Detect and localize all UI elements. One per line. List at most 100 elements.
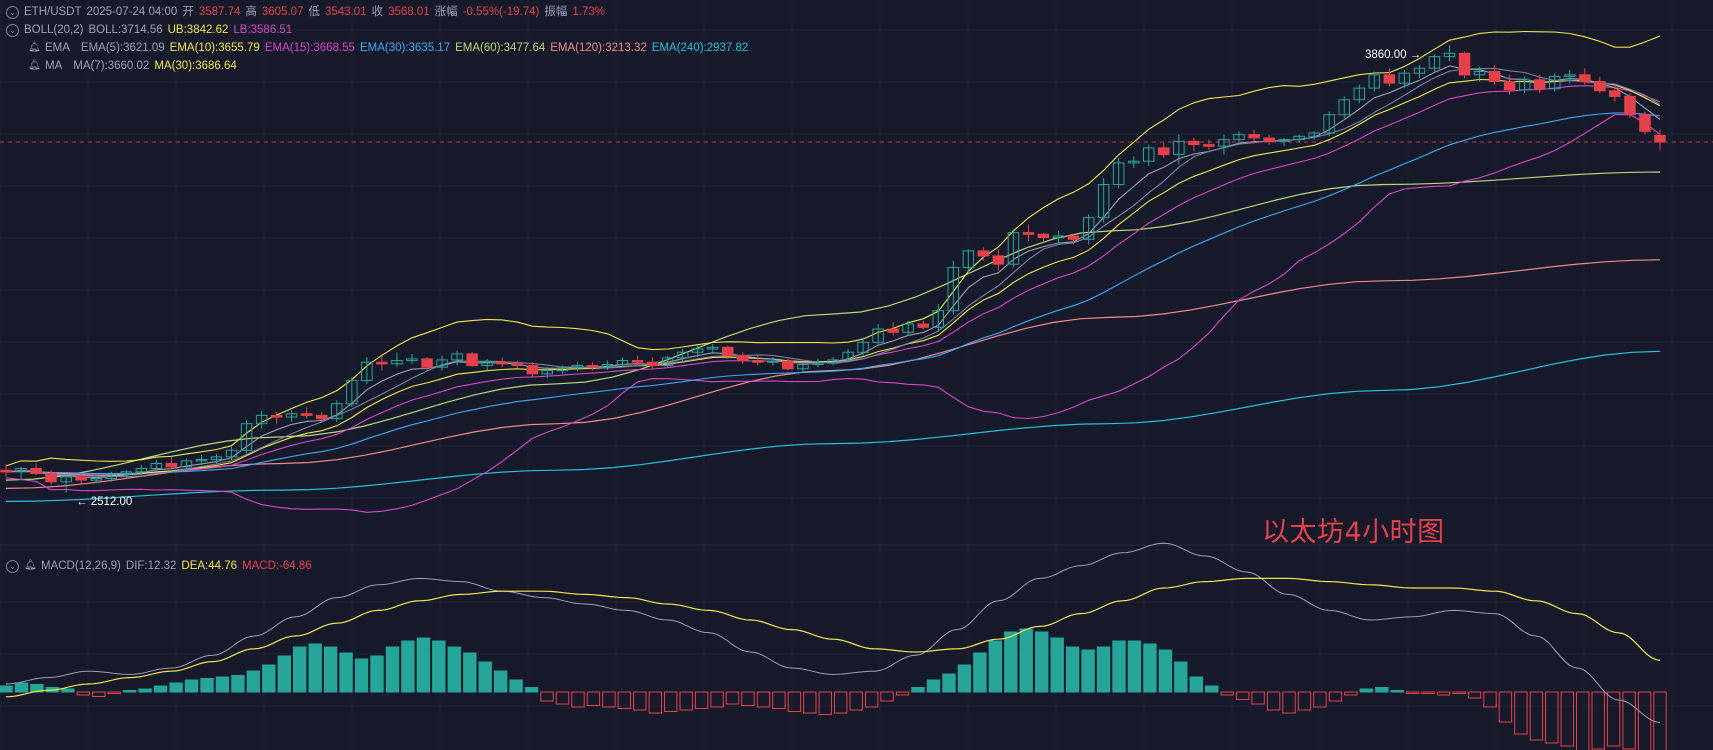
boll-upper-line	[5, 30, 1661, 467]
close-label: 收	[371, 6, 384, 18]
candle-down	[1594, 81, 1606, 92]
macd-bar-positive	[416, 637, 431, 693]
collapse-icon[interactable]: ⌄	[6, 23, 19, 37]
macd-bar-negative	[803, 691, 817, 714]
collapse-icon[interactable]: ⌄	[6, 559, 19, 573]
macd-bar-positive	[30, 684, 44, 693]
macd-bar-positive	[293, 646, 307, 693]
candle-down	[631, 360, 644, 363]
candle-up	[556, 367, 569, 372]
macd-bar-positive	[988, 640, 1002, 693]
dif-line	[5, 542, 1661, 723]
macd-bar-negative	[1452, 691, 1466, 694]
candle-up	[1398, 72, 1411, 84]
macd-bar-positive	[432, 640, 446, 693]
arrow-right-icon: →	[1409, 49, 1422, 61]
macd-bar-positive	[138, 688, 152, 693]
ema-5: EMA(5):3621.09	[80, 42, 165, 54]
ma-7: MA(7):3660.02	[73, 60, 150, 72]
collapse-icon[interactable]: ⌄	[6, 5, 19, 19]
candle-up	[706, 346, 719, 350]
candle-down	[45, 473, 57, 483]
candle-up	[797, 364, 809, 370]
candle-down	[1579, 74, 1591, 82]
boll-ub: UB:3842.62	[167, 24, 229, 36]
candle-down	[887, 328, 899, 333]
macd-bar-negative	[710, 691, 724, 708]
ma-name: MA	[45, 60, 63, 72]
candle-up	[1368, 74, 1380, 89]
macd-bar-negative	[1236, 691, 1250, 700]
candle-up	[225, 449, 238, 458]
macd-bar-positive	[215, 676, 230, 693]
macd-bar-negative	[849, 691, 863, 711]
boll-legend: ⌄ BOLL(20,2) BOLL:3714.56 UB:3842.62 LB:…	[6, 21, 292, 39]
macd-legend: ⌄ 🔔︎ MACD(12,26,9) DIF:12.32 DEA:44.76 M…	[6, 557, 312, 575]
macd-bar-positive	[1143, 643, 1157, 693]
macd-bar-negative	[1344, 691, 1358, 696]
candle-up	[285, 413, 298, 418]
candle-down	[1067, 235, 1080, 240]
macd-bar-positive	[0, 685, 13, 693]
candle-up	[1518, 79, 1531, 91]
candle-up	[135, 468, 148, 473]
macd-bar-positive	[200, 678, 214, 693]
macd-bar-negative	[756, 691, 771, 708]
macd-bar-negative	[818, 691, 832, 715]
macd-bar-positive	[1359, 688, 1373, 693]
candle-up	[1549, 76, 1561, 90]
macd-bar-positive	[478, 661, 492, 693]
candle-down	[1458, 52, 1471, 76]
candle-up	[391, 360, 403, 365]
candle-up	[60, 476, 72, 483]
candle-down	[646, 361, 659, 367]
candle-up	[1278, 139, 1290, 142]
candle-up	[1564, 74, 1576, 78]
candle-up	[661, 357, 674, 366]
candle-up	[601, 364, 614, 368]
macd-bar-positive	[354, 658, 369, 693]
candle-up	[1233, 134, 1245, 141]
bell-icon[interactable]: 🔔︎	[24, 560, 37, 571]
macd-bar-positive	[231, 675, 245, 693]
macd-bar-positive	[926, 679, 941, 693]
amp-value: 1.73%	[572, 6, 605, 18]
macd-bar-positive	[385, 646, 400, 693]
macd-bar-negative	[586, 691, 601, 706]
amp-label: 振幅	[544, 6, 568, 18]
bell-icon[interactable]: 🔔︎	[28, 60, 41, 71]
candle-up	[436, 359, 448, 368]
candle-up	[331, 403, 343, 420]
candle-down	[977, 250, 990, 257]
macd-bar-positive	[1065, 646, 1080, 693]
bell-icon[interactable]: 🔔︎	[28, 42, 41, 53]
ema-30: EMA(30):3635.17	[359, 42, 451, 54]
candle-up	[767, 360, 779, 363]
macd-bar-positive	[463, 652, 477, 693]
candle-up	[1338, 99, 1350, 116]
macd-bar-negative	[725, 691, 740, 705]
candle-down	[316, 414, 328, 420]
candle-down	[1203, 144, 1215, 147]
macd-bar-negative	[895, 691, 910, 696]
candle-up	[932, 310, 944, 328]
boll-lower-line	[5, 114, 1661, 513]
macd-bar-positive	[1112, 640, 1126, 693]
macd-bar-positive	[14, 682, 29, 693]
macd-bar-positive	[339, 652, 353, 693]
macd-bar-positive	[911, 687, 925, 693]
candle-down	[586, 365, 599, 368]
macd-bar-negative	[92, 691, 106, 697]
candle-up	[1082, 217, 1095, 240]
candle-down	[526, 365, 538, 375]
macd-bar-positive	[184, 679, 199, 693]
candle-up	[1007, 232, 1020, 265]
candle-up	[406, 358, 418, 362]
macd-bar-negative	[1529, 691, 1544, 741]
macd-bar-negative	[694, 691, 709, 709]
macd-bar-positive	[1050, 637, 1064, 693]
candle-down	[1188, 140, 1200, 146]
macd-bar-positive	[370, 655, 384, 693]
